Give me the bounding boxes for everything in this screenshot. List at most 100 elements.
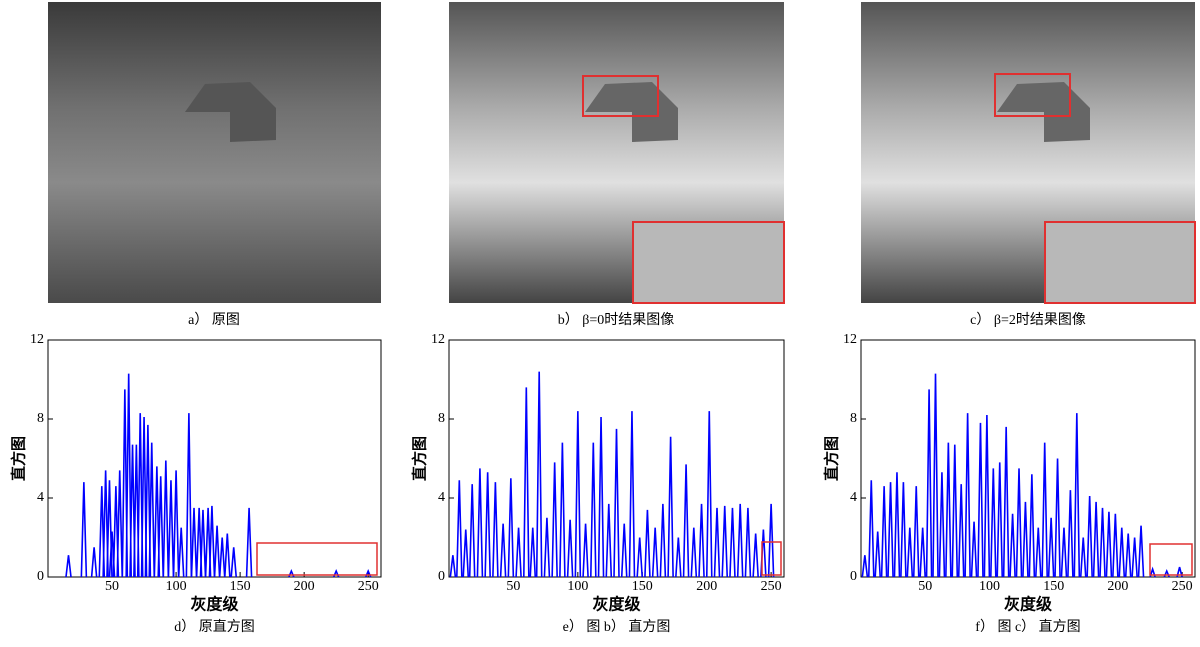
- spike: [218, 537, 226, 578]
- y-tick-label: 8: [438, 411, 445, 426]
- y-tick-label: 12: [431, 332, 445, 347]
- spike: [932, 373, 939, 578]
- plot-frame: [448, 339, 785, 578]
- x-tick-label: 50: [105, 579, 119, 594]
- spike: [1041, 442, 1048, 578]
- spike: [492, 482, 499, 578]
- caption: e） 图 b） 直方图: [563, 618, 671, 635]
- spike: [80, 482, 88, 578]
- plot-frame: [860, 339, 1196, 578]
- spike: [529, 527, 537, 578]
- spike: [543, 517, 551, 578]
- highlight-box: [256, 542, 378, 576]
- spike: [190, 507, 198, 578]
- spike: [213, 525, 221, 578]
- spike: [651, 527, 659, 578]
- spike: [456, 480, 463, 578]
- spike: [125, 373, 132, 578]
- spike: [667, 436, 674, 578]
- spike: [861, 555, 869, 578]
- x-tick-label: 150: [230, 579, 251, 594]
- spike: [893, 472, 901, 578]
- spike: [148, 442, 156, 578]
- spike: [721, 505, 729, 578]
- y-tick-label: 8: [850, 411, 857, 426]
- spike: [116, 470, 124, 578]
- x-tick-label: 200: [1107, 579, 1128, 594]
- plot-frame: [47, 339, 382, 578]
- spike: [644, 509, 651, 578]
- histogram-chart: 0 4 8 12 50 100 150 200 250 灰度级 直方图 e） 图 b） 直方图: [410, 332, 785, 635]
- spike: [752, 533, 759, 578]
- spike: [1131, 537, 1138, 578]
- spike: [900, 482, 907, 578]
- x-axis-label: 灰度级: [1004, 595, 1053, 614]
- spike: [1054, 458, 1061, 578]
- x-tick-label: 200: [294, 579, 315, 594]
- spike: [535, 371, 543, 578]
- caption: c） β=2时结果图像: [970, 312, 1086, 328]
- spike: [957, 484, 965, 578]
- spike: [1034, 527, 1042, 578]
- spike: [1105, 511, 1113, 578]
- spike: [1002, 426, 1010, 578]
- spike: [736, 503, 744, 578]
- spike: [690, 527, 698, 578]
- spike: [970, 521, 978, 578]
- x-tick-label: 50: [506, 579, 520, 594]
- spike: [977, 422, 984, 578]
- x-tick-label: 150: [632, 579, 653, 594]
- spike: [1163, 569, 1170, 578]
- spike: [744, 507, 752, 578]
- x-tick-label: 200: [696, 579, 717, 594]
- spike: [675, 537, 682, 578]
- spike: [597, 417, 605, 578]
- spike: [1112, 513, 1119, 578]
- x-tick-label: 250: [761, 579, 782, 594]
- y-axis-label: 直方图: [410, 436, 428, 481]
- spike: [484, 472, 491, 578]
- y-tick-label: 4: [850, 490, 857, 505]
- caption: b） β=0时结果图像: [558, 312, 675, 328]
- spike: [938, 472, 946, 578]
- spike: [729, 507, 736, 578]
- spike: [1067, 490, 1074, 578]
- caption: d） 原直方图: [174, 618, 255, 635]
- spike: [713, 507, 721, 578]
- x-tick-label: 50: [918, 579, 932, 594]
- spike: [945, 442, 952, 578]
- y-tick-label: 12: [30, 332, 44, 347]
- spike: [1124, 533, 1132, 578]
- spike: [462, 529, 470, 578]
- spike: [919, 527, 926, 578]
- spike: [867, 480, 875, 578]
- spike: [925, 389, 933, 578]
- spike: [682, 464, 690, 578]
- spike: [983, 415, 991, 578]
- spike: [698, 503, 705, 578]
- spike: [659, 503, 667, 578]
- spike: [559, 442, 566, 578]
- spike: [65, 555, 72, 578]
- spike: [906, 527, 914, 578]
- spike: [887, 482, 894, 578]
- x-tick-label: 250: [1172, 579, 1193, 594]
- spike: [1099, 507, 1106, 578]
- spike: [162, 460, 170, 578]
- highlight-box: [1149, 543, 1193, 576]
- y-tick-label: 4: [438, 490, 445, 505]
- spike: [990, 468, 997, 578]
- spike: [705, 411, 713, 578]
- x-tick-label: 250: [358, 579, 379, 594]
- spike: [468, 484, 476, 578]
- y-axis-label: 直方图: [822, 436, 840, 481]
- spike: [515, 527, 522, 578]
- spike: [224, 533, 231, 578]
- spike: [523, 387, 530, 578]
- photo-a: [48, 2, 381, 303]
- x-axis-label: 灰度级: [592, 595, 641, 614]
- spike: [964, 413, 971, 578]
- spike: [1047, 517, 1055, 578]
- spike: [605, 503, 613, 578]
